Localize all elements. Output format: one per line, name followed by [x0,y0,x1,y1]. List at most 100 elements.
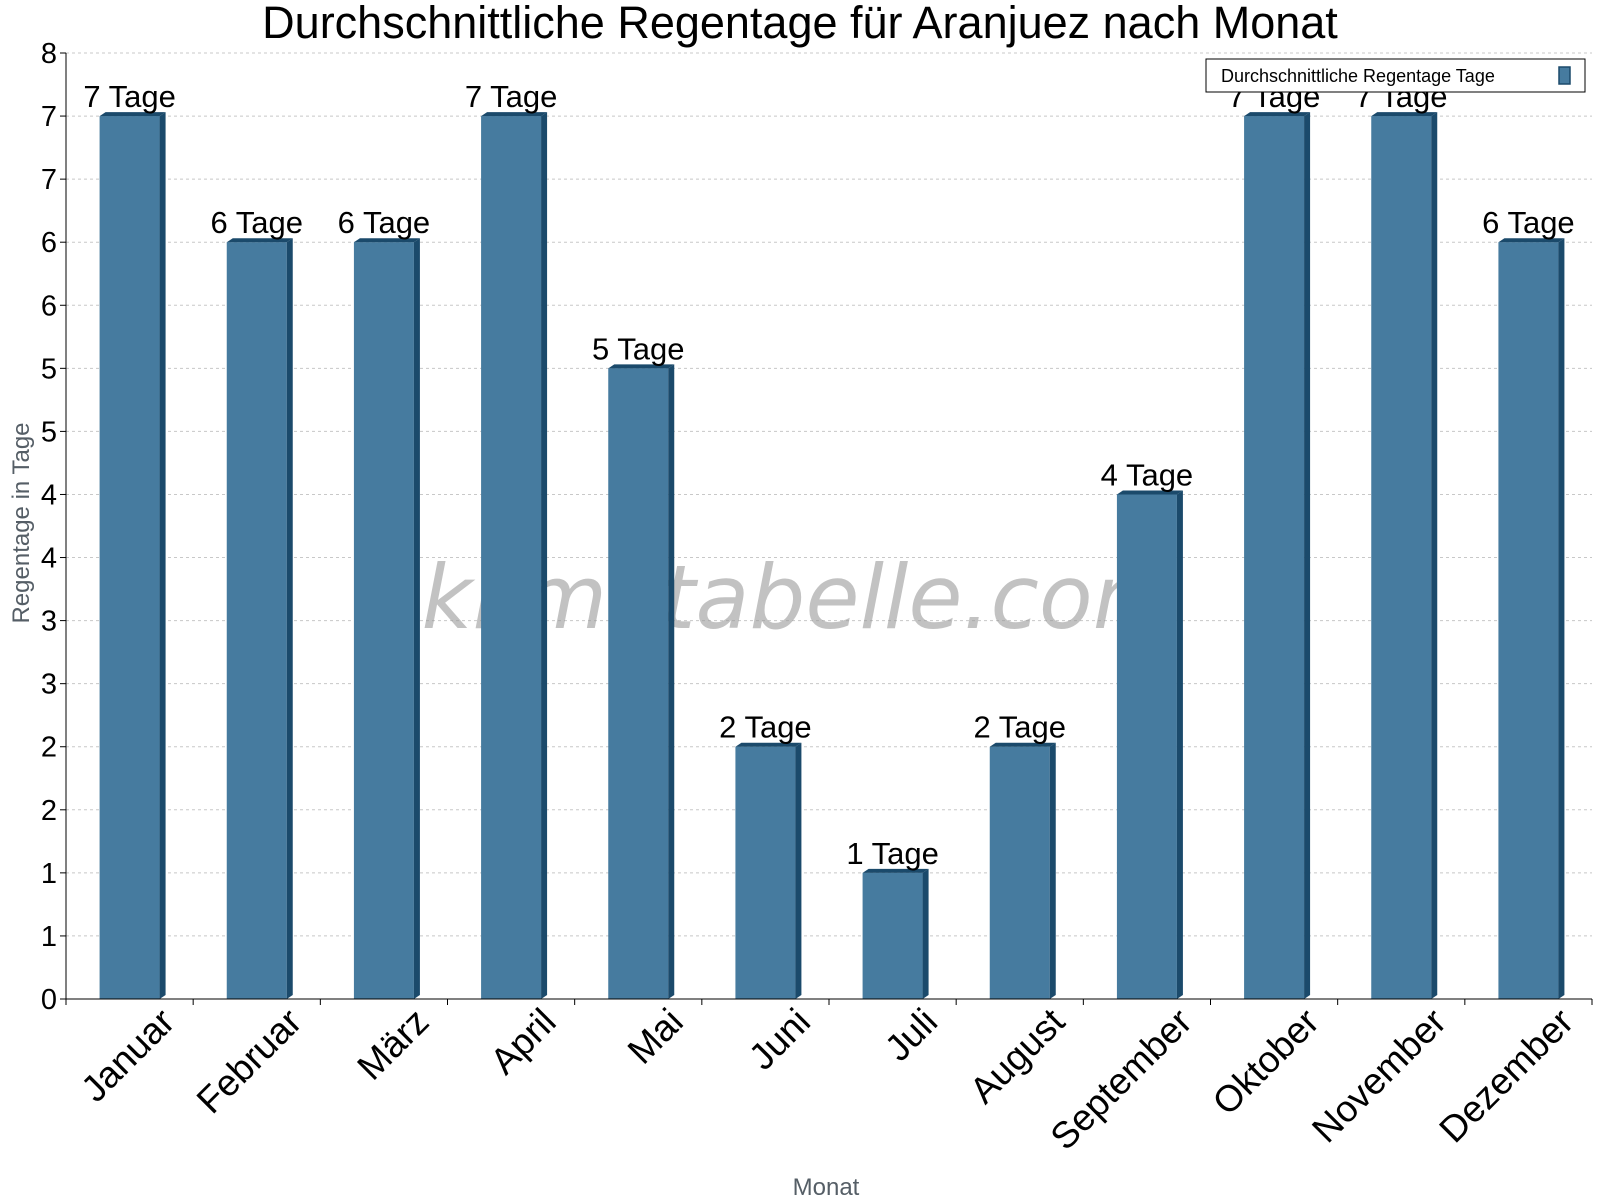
axes [65,53,1592,1000]
bar-front [1498,242,1559,999]
watermark-text: klimatabelle.com [422,546,1179,649]
x-tick-label: Juni [741,1001,818,1078]
legend-box [1205,58,1586,93]
bar-side [1304,112,1311,1000]
bar-side [795,742,802,999]
bar-front [608,368,669,999]
y-axis-ticks: 0 1 1 2 2 3 3 4 4 5 5 6 6 7 7 8 [41,38,66,1016]
bar-side [413,238,420,999]
bar-front [735,746,796,999]
y-tick-label: 4 [41,543,57,575]
bar-side [541,112,548,1000]
bar-side [922,868,929,999]
y-tick-label: 3 [41,606,57,638]
bar-front [1244,116,1305,1000]
legend-swatch [1558,66,1571,85]
y-tick-label: 5 [41,353,57,385]
bar-7 [862,868,929,999]
bar-5 [608,364,675,999]
x-tick-label: Januar [73,1001,182,1110]
bar-front [481,116,542,1000]
bar-side [668,364,675,999]
bar-9 [1116,490,1183,999]
bar-side [1049,742,1056,999]
bar-3 [353,238,420,999]
bar-top [226,238,293,243]
bar-1 [99,112,166,1000]
grid-lines [66,52,1592,937]
y-tick-label: 6 [41,227,57,259]
data-label: 6 Tage [338,205,431,240]
x-tick-label: Juli [877,1001,945,1069]
x-tick-label: Februar [189,1001,310,1122]
y-tick-label: 2 [41,795,57,827]
y-axis-title: Regentage in Tage [8,422,35,623]
data-label: 2 Tage [719,710,812,745]
data-label: 1 Tage [846,836,939,871]
x-tick-label: August [962,1000,1073,1111]
bar-side [159,112,166,1000]
data-labels: 7 Tage 6 Tage 6 Tage 7 Tage 5 Tage 2 Tage 1 Ta… [83,79,1574,871]
bar-front [226,242,287,999]
bar-front [99,116,160,1000]
bar-2 [226,238,293,999]
y-tick-label: 2 [41,732,57,764]
bar-front [1116,494,1177,999]
x-tick-label: April [482,1001,563,1082]
data-label: 4 Tage [1101,457,1194,492]
y-tick-label: 7 [41,164,57,196]
bar-top [735,742,802,747]
bar-top [99,112,166,117]
bar-top [481,112,548,117]
bar-12 [1498,238,1565,999]
bar-top [1371,112,1438,117]
x-axis-title: Monat [793,1174,860,1200]
y-tick-label: 7 [41,101,57,133]
bar-top [862,868,929,873]
y-tick-label: 5 [41,416,57,448]
x-tick-label: Mai [620,1001,691,1072]
chart-title: Durchschnittliche Regentage für Aranjuez… [262,0,1338,48]
bar-series [99,112,1565,1000]
data-label: 6 Tage [1482,205,1575,240]
bar-10 [1244,112,1311,1000]
bar-11 [1371,112,1438,1000]
x-tick-label: November [1304,1001,1454,1151]
bar-side [1558,238,1565,999]
x-tick-label: Dezember [1431,1001,1581,1151]
legend-entry-label: Durchschnittliche Regentage Tage [1221,66,1495,86]
bar-side [286,238,293,999]
data-label: 5 Tage [592,331,685,366]
data-label: 6 Tage [210,205,303,240]
bar-side [1431,112,1438,1000]
y-tick-label: 0 [41,984,57,1016]
bar-4 [481,112,548,1000]
bar-top [1498,238,1565,243]
y-tick-label: 1 [41,858,57,890]
data-label: 7 Tage [465,79,558,114]
data-label: 2 Tage [973,710,1066,745]
y-tick-label: 6 [41,290,57,322]
bar-top [353,238,420,243]
bar-top [1116,490,1183,495]
bar-side [1176,490,1183,999]
x-tick-label: März [349,1001,436,1088]
bar-8 [989,742,1056,999]
y-tick-label: 3 [41,669,57,701]
legend: Durchschnittliche Regentage Tage [1205,58,1586,93]
y-tick-label: 4 [41,479,57,511]
bar-top [989,742,1056,747]
bar-front [1371,116,1432,1000]
bar-6 [735,742,802,999]
bar-front [862,872,923,999]
bar-top [1244,112,1311,117]
bar-top [608,364,675,369]
x-tick-label: Oktober [1205,1001,1327,1123]
y-tick-label: 8 [41,38,57,70]
bar-front [989,746,1050,999]
x-axis-ticks: Januar Februar März April Mai Juni Juli AugustS… [65,999,1593,1158]
y-tick-label: 1 [41,921,57,953]
bar-front [353,242,414,999]
data-label: 7 Tage [83,79,176,114]
